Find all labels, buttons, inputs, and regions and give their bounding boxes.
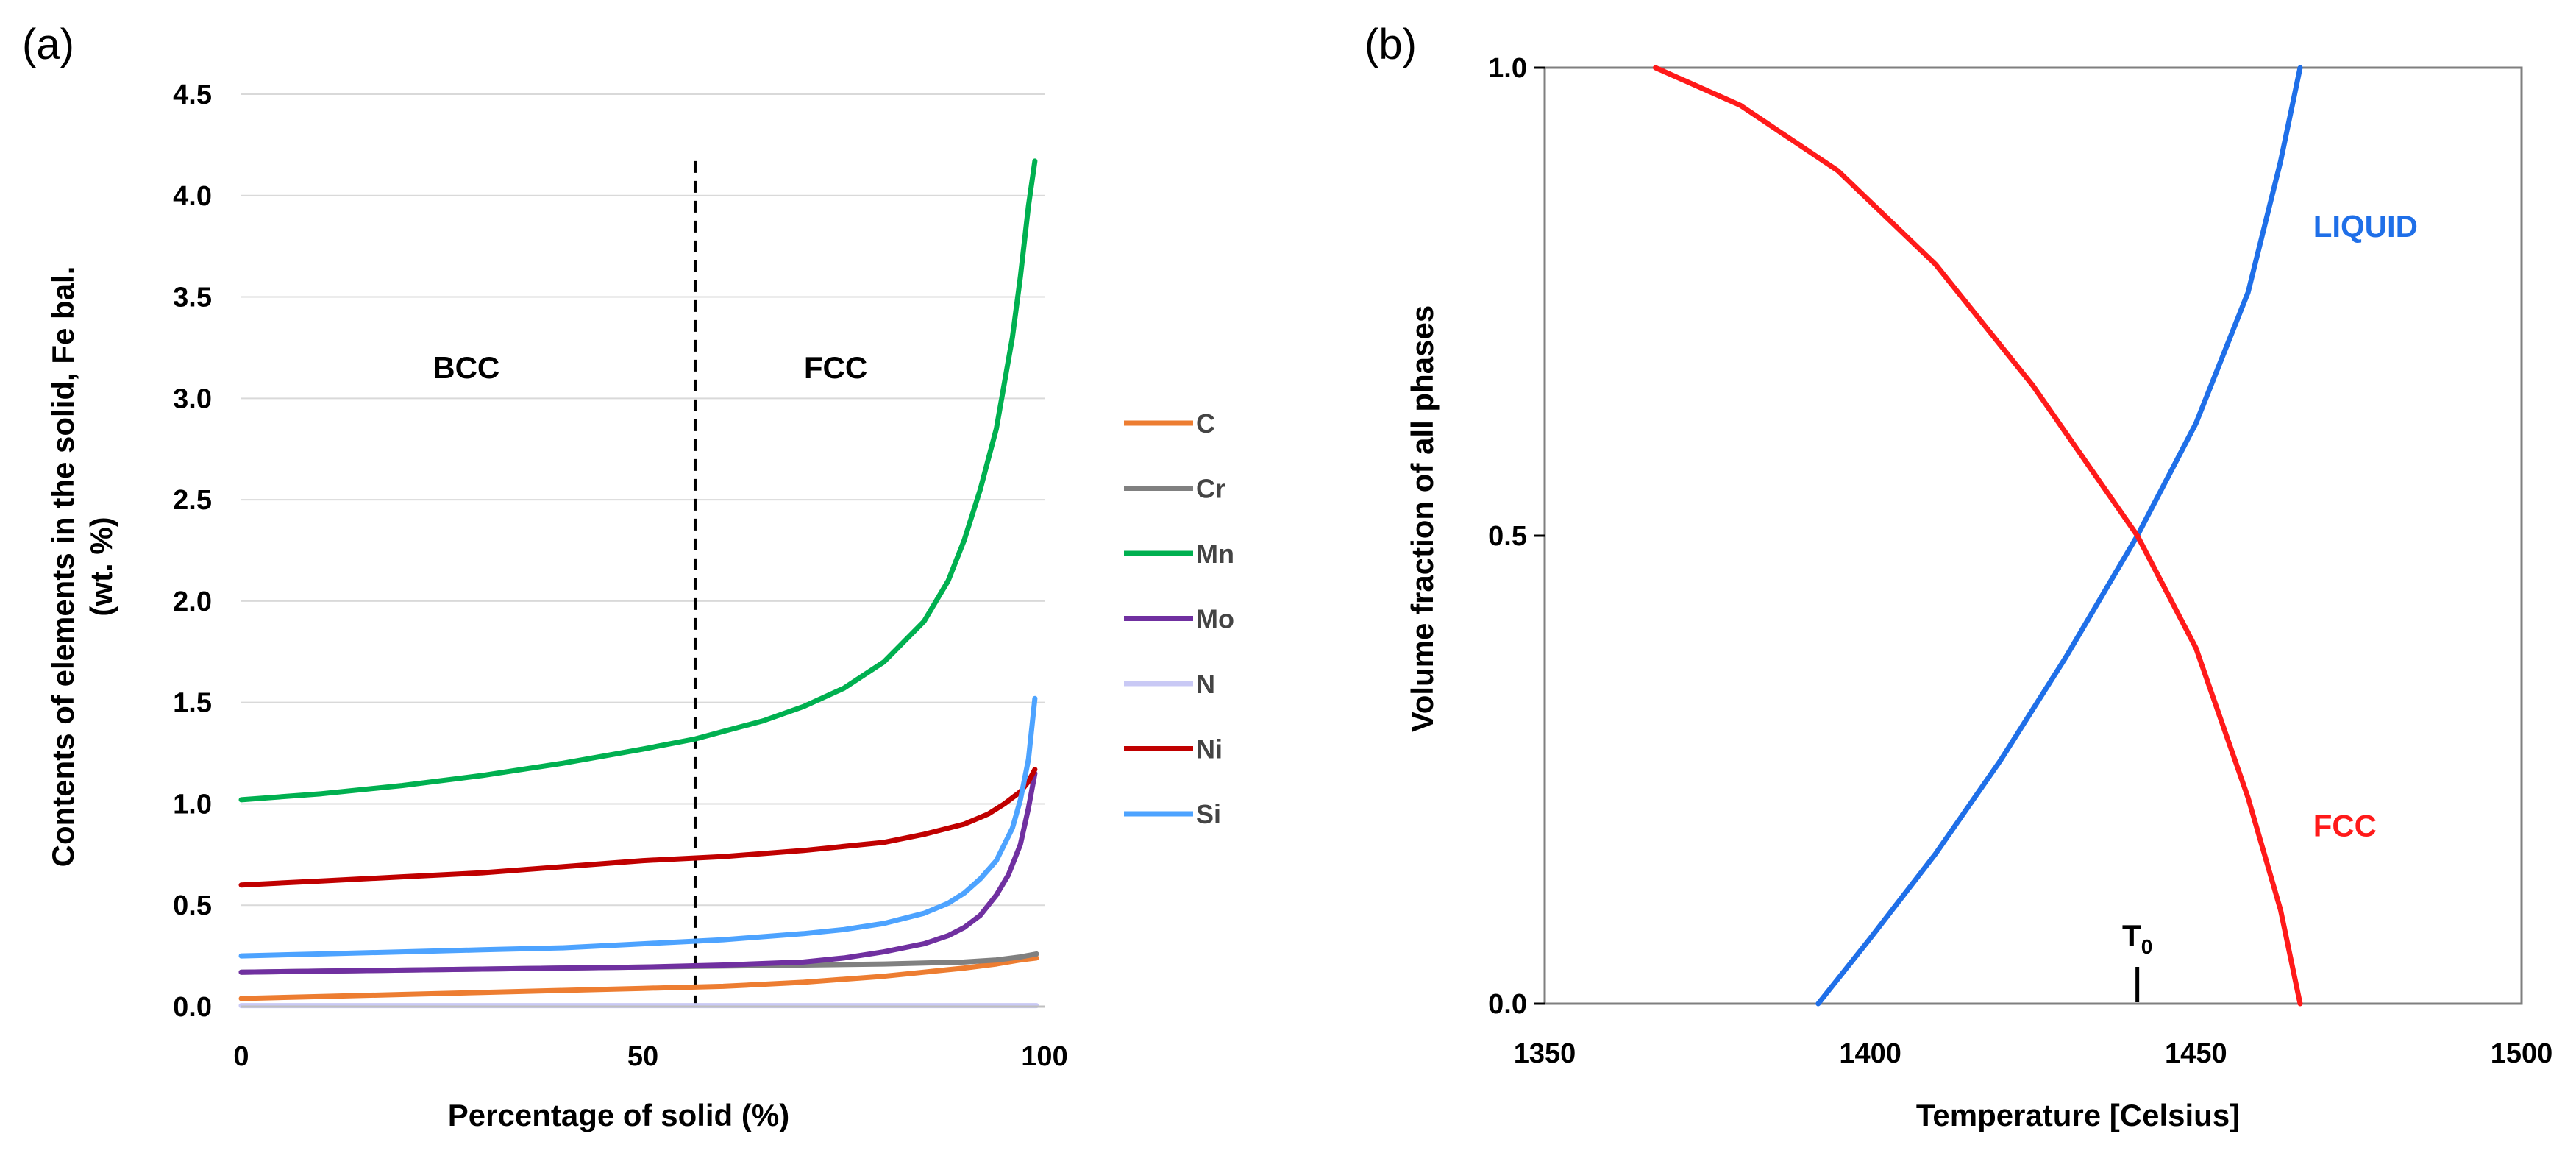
panel-a-legend: C Cr Mn Mo N Ni Si [1124, 408, 1234, 829]
x-tick-label-b-1350: 1350 [1514, 1038, 1576, 1069]
y-tick-label-b-1-0: 1.0 [1488, 53, 1527, 84]
series-line-mn [238, 158, 1038, 803]
t0-label-base: T [2122, 918, 2141, 953]
y-tick-label-a-4-5: 4.5 [173, 79, 212, 110]
x-tick-label-a-50: 50 [627, 1041, 658, 1072]
panel-a: (a) 0.0 0.5 1.0 1.5 2.0 2.5 3.0 3.5 4.0 4.5 0 50 10… [22, 21, 1234, 1132]
series-line-ni [238, 767, 1038, 888]
legend-label-mn: Mn [1196, 539, 1234, 569]
t0-label: T0 [2122, 918, 2152, 958]
panel-a-label: (a) [22, 21, 74, 68]
y-tick-label-a-1-0: 1.0 [173, 789, 212, 820]
y-tick-label-b-0-5: 0.5 [1488, 521, 1527, 552]
y-tick-label-a-0-5: 0.5 [173, 890, 212, 921]
panel-b-x-ticks: 1350 1400 1450 1500 [1514, 1038, 2553, 1069]
panel-a-y-axis-title: Contents of elements in the solid, Fe ba… [46, 266, 80, 868]
panel-b-series: LIQUID FCC [1653, 65, 2418, 1007]
panel-a-y-ticks: 0.0 0.5 1.0 1.5 2.0 2.5 3.0 3.5 4.0 4.5 [173, 79, 212, 1023]
legend-label-c: C [1196, 408, 1215, 439]
y-tick-label-a-3-5: 3.5 [173, 283, 212, 313]
panel-b: (b) 0.0 0.5 1.0 1350 1400 1450 1500 LIQUID FCC… [1365, 21, 2552, 1132]
series-line-c [238, 955, 1039, 1001]
x-tick-label-a-100: 100 [1021, 1041, 1067, 1072]
legend-label-ni: Ni [1196, 734, 1223, 765]
panel-a-x-ticks: 0 50 100 [233, 1041, 1067, 1072]
panel-b-x-axis-title: Temperature [Celsius] [1916, 1098, 2240, 1132]
series-line-si [238, 695, 1038, 959]
series-label-fcc: FCC [2313, 808, 2377, 843]
panel-b-label: (b) [1365, 21, 1417, 68]
y-tick-label-a-3-0: 3.0 [173, 383, 212, 414]
panel-b-y-axis-title: Volume fraction of all phases [1405, 305, 1440, 732]
x-tick-label-a-0: 0 [233, 1041, 249, 1072]
region-label-fcc: FCC [804, 350, 867, 385]
x-tick-label-b-1450: 1450 [2165, 1038, 2227, 1069]
y-tick-label-b-0-0: 0.0 [1488, 989, 1527, 1020]
y-tick-label-a-0-0: 0.0 [173, 992, 212, 1023]
legend-label-cr: Cr [1196, 474, 1225, 504]
panel-b-y-ticks: 0.0 0.5 1.0 [1488, 53, 1545, 1020]
panel-a-grid [241, 93, 1045, 907]
y-tick-label-a-4-0: 4.0 [173, 181, 212, 212]
series-line-mo [238, 770, 1038, 975]
y-tick-label-a-2-0: 2.0 [173, 586, 212, 617]
series-label-liquid: LIQUID [2313, 209, 2418, 244]
t0-label-subscript: 0 [2141, 935, 2153, 958]
y-tick-label-a-1-5: 1.5 [173, 688, 212, 719]
panel-b-plot-frame [1543, 66, 2523, 1005]
x-tick-label-b-1500: 1500 [2491, 1038, 2553, 1069]
legend-label-n: N [1196, 669, 1215, 699]
x-tick-label-b-1400: 1400 [1839, 1038, 1901, 1069]
series-line-liquid [1815, 65, 2303, 1007]
panel-a-y-axis-title-unit: (wt. %) [84, 517, 118, 616]
series-line-fcc [1653, 65, 2303, 1007]
panel-a-x-axis-title: Percentage of solid (%) [448, 1098, 789, 1132]
legend-label-mo: Mo [1196, 604, 1234, 634]
region-label-bcc: BCC [433, 350, 499, 385]
legend-label-si: Si [1196, 799, 1221, 829]
panel-a-series [238, 158, 1039, 1009]
y-tick-label-a-2-5: 2.5 [173, 485, 212, 516]
